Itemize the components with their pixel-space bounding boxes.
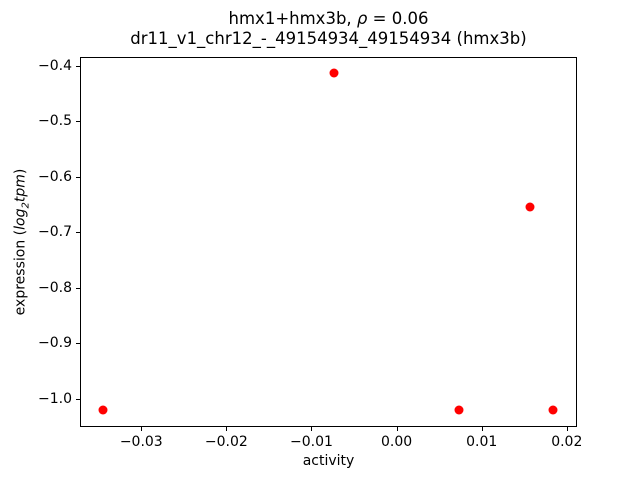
y-tick-mark [76,176,80,178]
chart-title-block: hmx1+hmx3b, ρ = 0.06 dr11_v1_chr12_-_491… [80,9,577,49]
y-tick-label: −0.5 [38,113,72,130]
x-tick-label: 0.00 [380,434,413,450]
y-tick-mark [76,65,80,67]
data-point [548,405,558,415]
x-tick-label: 0.01 [466,434,498,450]
y-tick-mark [76,232,80,234]
title-rho-symbol: ρ [356,9,368,28]
y-tick-label: −0.4 [38,57,72,74]
x-tick-label: 0.02 [551,434,583,450]
x-tick-label: −0.03 [119,434,163,450]
y-tick-label: −0.6 [38,168,72,185]
y-tick-mark [76,287,80,289]
ylabel-subscript: 2 [20,202,32,209]
plot-area [80,57,577,427]
y-tick-label: −0.7 [38,224,72,241]
y-tick-mark [76,343,80,345]
x-tick-mark [566,427,568,431]
title-correlation-value: = 0.06 [367,9,429,28]
data-point [98,405,108,415]
y-tick-mark [76,398,80,400]
chart-subtitle: dr11_v1_chr12_-_49154934_49154934 (hmx3b… [130,29,527,48]
x-tick-mark [396,427,398,431]
chart-title: hmx1+hmx3b, ρ = 0.06 [80,9,577,29]
title-prefix: hmx1+hmx3b, [228,9,357,28]
ylabel-tpm-word: tpm [12,174,29,203]
x-tick-mark [311,427,313,431]
ylabel-log-word: log [12,208,29,230]
y-axis-label: expression (log2tpm) [12,168,32,316]
x-axis-label: activity [302,453,355,469]
x-tick-label: −0.01 [290,434,333,450]
ylabel-suffix: ) [12,168,29,175]
y-tick-label: −1.0 [38,390,72,407]
x-tick-label: −0.02 [204,434,248,450]
data-point [329,68,339,78]
data-point [525,202,535,212]
ylabel-prefix: expression ( [12,229,29,316]
data-point [454,405,464,415]
y-tick-label: −0.9 [38,335,72,352]
y-tick-mark [76,121,80,123]
y-tick-label: −0.8 [38,279,72,296]
x-tick-mark [226,427,228,431]
x-tick-mark [141,427,143,431]
x-tick-mark [481,427,483,431]
